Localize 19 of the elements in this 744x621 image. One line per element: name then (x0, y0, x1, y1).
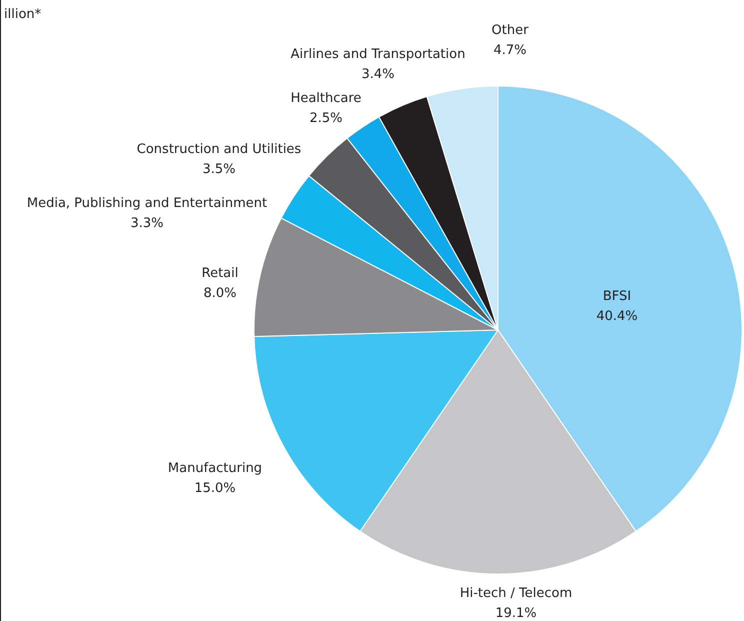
data-label: 3.5% (202, 162, 236, 177)
slice-label: Retail (202, 266, 238, 281)
data-label: 4.7% (493, 43, 527, 58)
slice-label: Manufacturing (168, 461, 262, 476)
slice-label: Healthcare (290, 91, 362, 106)
text: illion* (4, 7, 42, 22)
data-label: 3.3% (130, 216, 164, 231)
data-label: 2.5% (309, 111, 343, 126)
data-label: 19.1% (495, 606, 537, 621)
slice-label: Airlines and Transportation (290, 47, 466, 62)
slice-label: Construction and Utilities (136, 142, 302, 157)
data-label: 8.0% (203, 286, 237, 301)
slice-label: Media, Publishing and Entertainment (26, 196, 268, 211)
data-label: 3.4% (361, 67, 395, 82)
data-label: 40.4% (596, 309, 638, 324)
data-label: 15.0% (194, 481, 236, 496)
slice-label: Hi-tech / Telecom (460, 586, 572, 601)
slice-label: BFSI (602, 289, 632, 304)
slice-label: Other (492, 23, 530, 38)
